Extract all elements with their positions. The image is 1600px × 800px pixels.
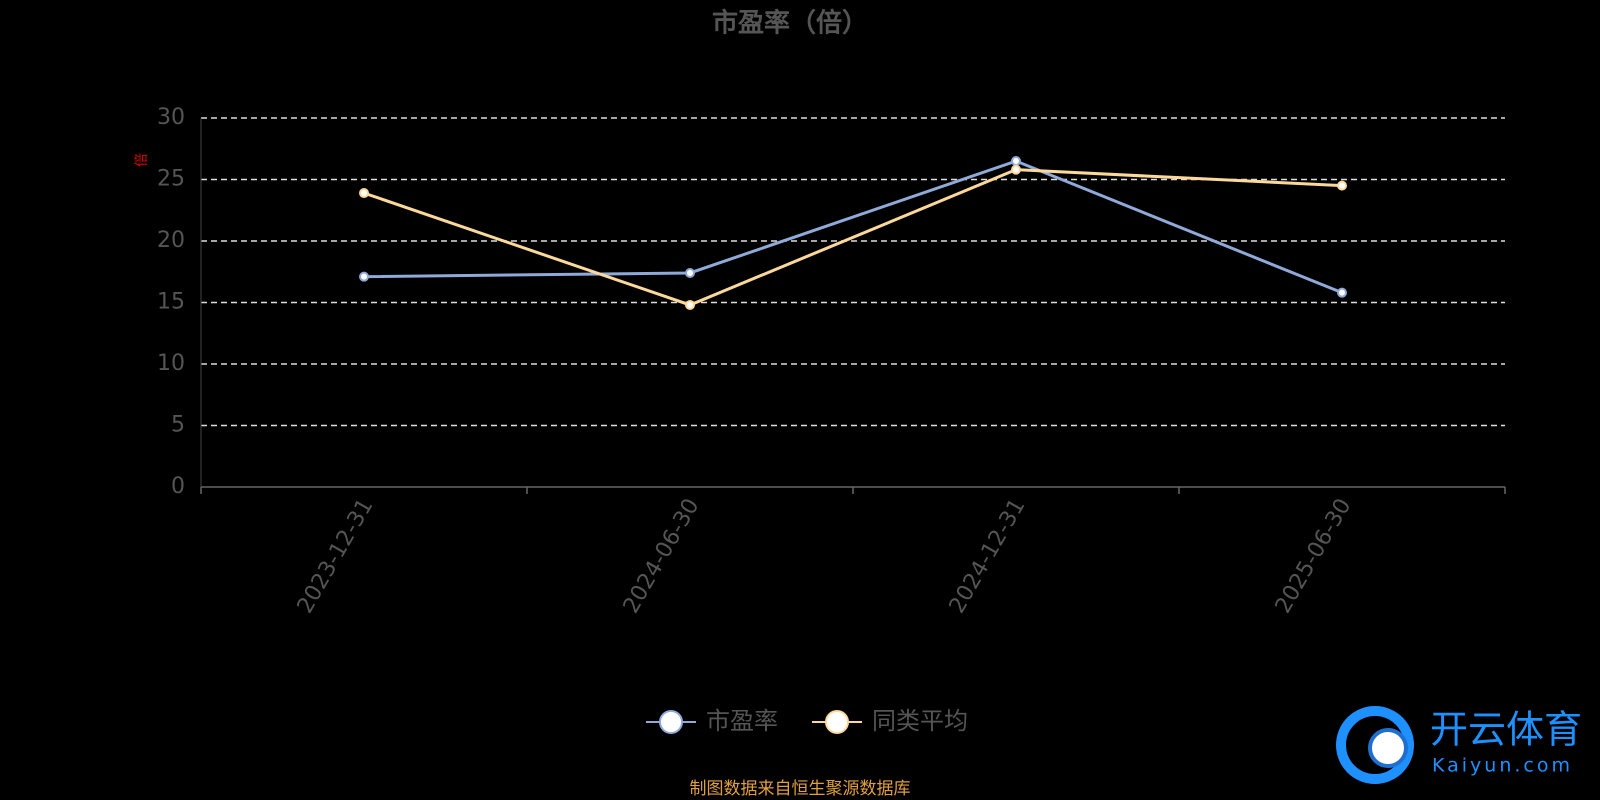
y-tick-label: 10 <box>157 351 185 376</box>
legend-label: 市盈率 <box>706 707 778 735</box>
source-note: 制图数据来自恒生聚源数据库 <box>690 779 911 799</box>
y-tick-label: 25 <box>157 167 185 192</box>
data-point <box>685 267 695 278</box>
y-tick-label: 15 <box>157 290 185 315</box>
y-tick-label: 20 <box>157 228 185 253</box>
legend-marker <box>659 710 683 734</box>
legend-marker <box>825 710 849 734</box>
watermark-ball <box>1368 728 1408 768</box>
watermark: 开云体育 Kaiyun.com <box>1336 706 1582 784</box>
data-point <box>359 188 369 199</box>
data-point <box>1011 164 1021 175</box>
watermark-logo <box>1336 706 1414 784</box>
data-point <box>1337 287 1347 298</box>
data-point <box>359 271 369 282</box>
y-axis-label: 倍 <box>134 153 150 167</box>
series-line <box>363 168 1343 307</box>
watermark-site: Kaiyun.com <box>1432 755 1573 777</box>
legend-label: 同类平均 <box>872 707 968 735</box>
data-point <box>1011 156 1021 167</box>
data-point <box>1337 180 1347 191</box>
watermark-brand: 开云体育 <box>1430 708 1582 752</box>
y-tick-label: 5 <box>171 413 185 438</box>
y-tick-label: 30 <box>157 105 185 130</box>
series-line <box>363 159 1343 295</box>
chart-title: 市盈率（倍） <box>712 8 868 39</box>
y-tick-label: 0 <box>171 474 185 499</box>
data-point <box>685 299 695 310</box>
